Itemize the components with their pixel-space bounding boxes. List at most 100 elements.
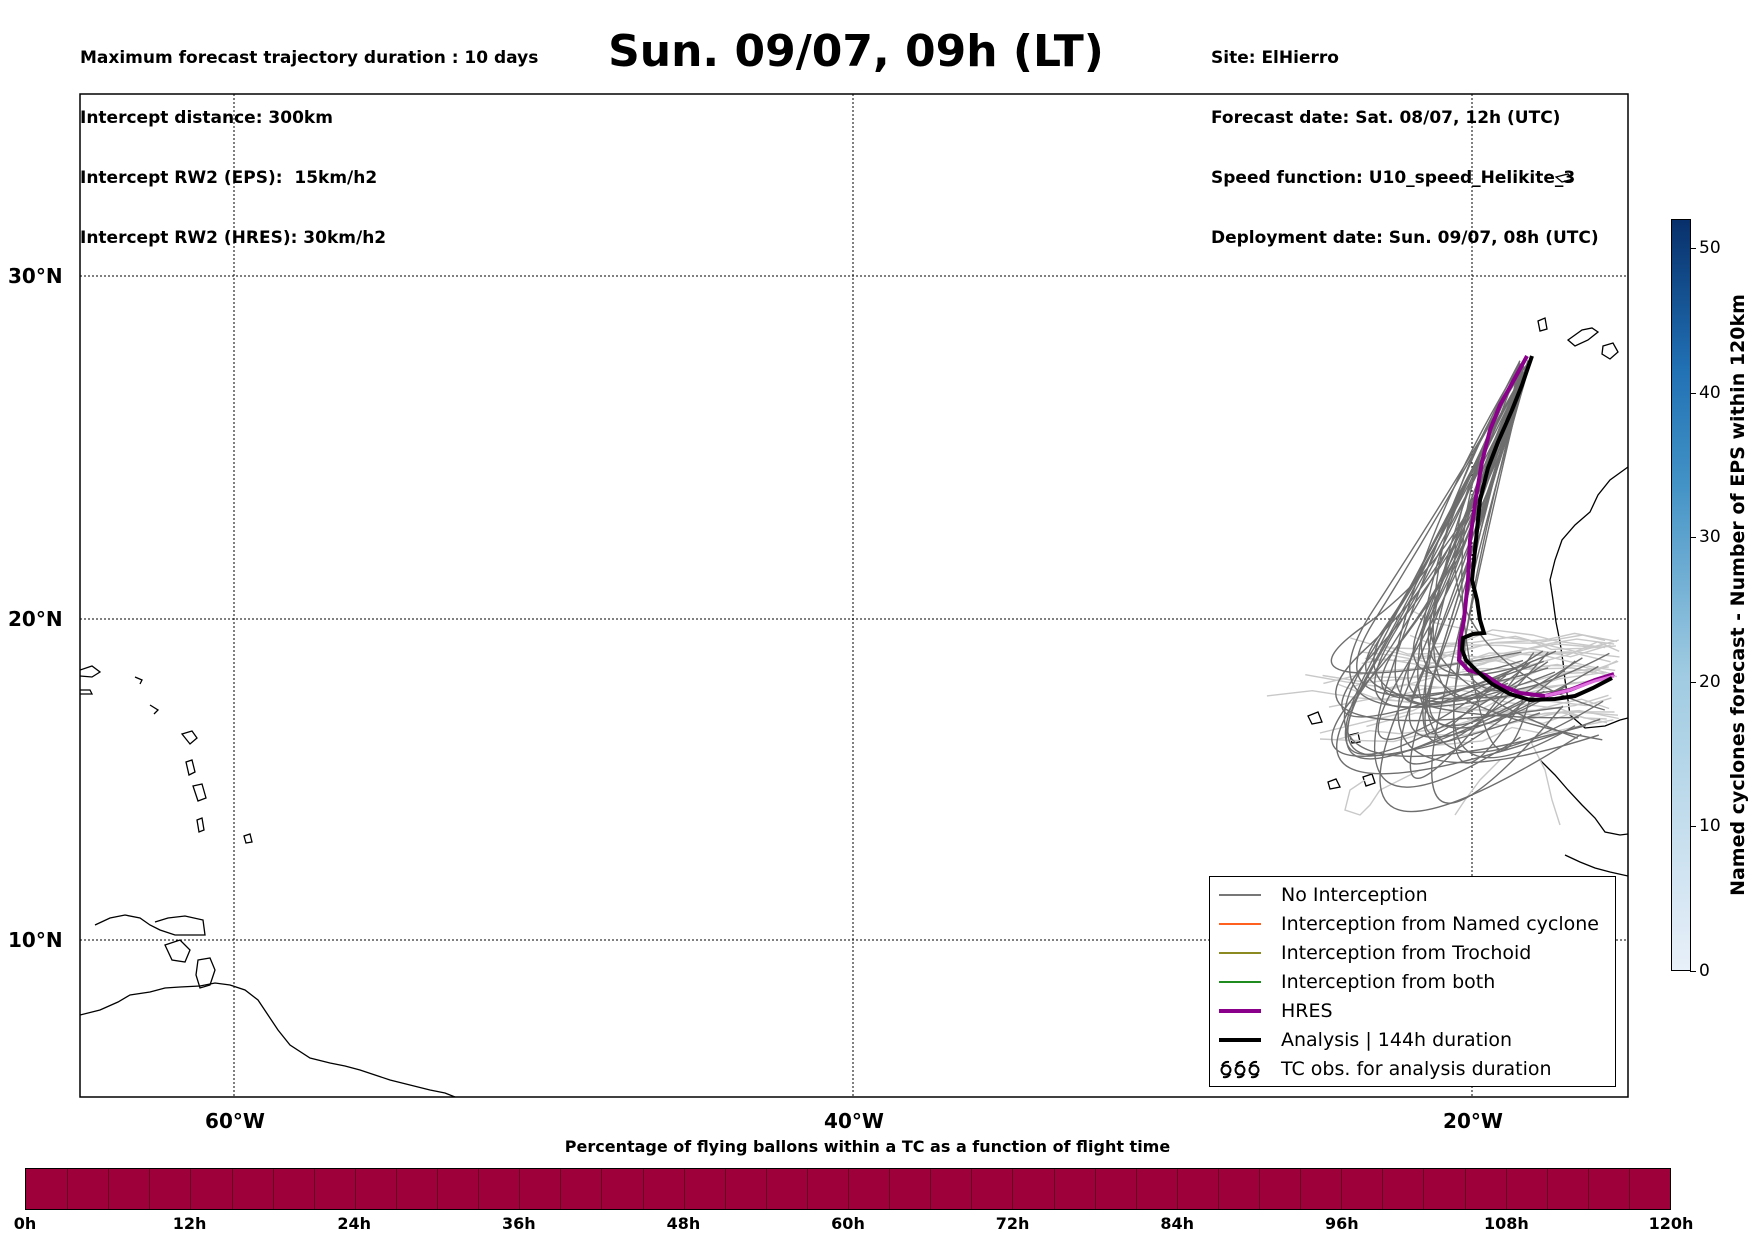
- island-antilles-d: [149, 704, 160, 715]
- island-antilles-b: [80, 689, 94, 695]
- flight-bar-tick: [601, 1169, 603, 1209]
- eps-trajectories-no-interception: [1330, 360, 1610, 813]
- eps-track: [1331, 371, 1541, 757]
- colorbar-tick: [1690, 971, 1696, 972]
- flight-percentage-bar: [25, 1168, 1671, 1210]
- flight-bar-tick-label: 96h: [1324, 1214, 1359, 1233]
- colorbar-tick-label: 10: [1699, 816, 1721, 837]
- flight-bar-tick: [1505, 1169, 1507, 1209]
- legend-label: Analysis | 144h duration: [1281, 1029, 1513, 1051]
- legend-label: Interception from Trochoid: [1281, 942, 1532, 964]
- colorbar-tick: [1690, 247, 1696, 249]
- eps-track-light: [1379, 632, 1618, 659]
- eps-track-light: [1462, 638, 1615, 671]
- coastline-africa-south: [1564, 854, 1628, 877]
- island-canary-b: [1566, 327, 1600, 347]
- eps-track-light: [1361, 652, 1616, 672]
- eps-track-light: [1380, 641, 1620, 668]
- lat-label-10n: 10°N: [8, 928, 63, 952]
- eps-track-light: [1454, 759, 1501, 816]
- flight-bar-tick-label: 24h: [337, 1214, 372, 1233]
- eps-track-light: [1529, 739, 1561, 826]
- flight-bar-tick: [848, 1169, 849, 1209]
- flight-bar-tick: [1012, 1169, 1014, 1209]
- lon-label-60w: 60°W: [205, 1109, 265, 1133]
- flight-bar-tick-label: 0h: [13, 1214, 37, 1233]
- flight-bar-tick-label: 60h: [831, 1214, 865, 1233]
- analysis-track: [1459, 355, 1613, 703]
- flight-bar-tick: [642, 1169, 644, 1209]
- colorbar-tick-label: 0: [1699, 961, 1710, 981]
- legend-item-both: Interception from both: [1218, 968, 1495, 996]
- flight-bar-tick: [683, 1169, 685, 1209]
- eps-track: [1356, 371, 1549, 697]
- colorbar-tick: [1690, 681, 1696, 683]
- flight-bar-tick: [519, 1169, 521, 1209]
- island-cape-verde-c: [1327, 778, 1341, 790]
- map-frame: [79, 93, 1629, 1098]
- flight-bar-tick-label: 36h: [501, 1214, 536, 1233]
- legend-label: Interception from Named cyclone: [1281, 913, 1599, 935]
- eps-track: [1394, 365, 1544, 705]
- legend-label: TC obs. for analysis duration: [1281, 1058, 1552, 1080]
- colorbar-tick-label: 30: [1699, 527, 1721, 548]
- lat-label-20n: 20°N: [8, 607, 63, 631]
- eps-track: [1336, 364, 1601, 775]
- eps-track: [1349, 369, 1522, 708]
- flight-bar-tick: [67, 1169, 69, 1209]
- flight-bar-tick: [354, 1169, 356, 1209]
- island-st-lucia: [196, 817, 205, 833]
- island-canary-a: [1537, 317, 1548, 332]
- coastline-africa: [1549, 466, 1628, 729]
- flight-bar-tick-label: 108h: [1483, 1214, 1529, 1233]
- tc-symbol-icon: [1218, 1055, 1262, 1083]
- island-trinidad: [195, 957, 216, 989]
- flight-bar-tick: [1300, 1169, 1302, 1209]
- legend-swatch: [1218, 910, 1262, 938]
- flight-bar-tick: [765, 1169, 767, 1209]
- info-line: Maximum forecast trajectory duration : 1…: [80, 48, 539, 68]
- info-line: Site: ElHierro: [1211, 48, 1339, 68]
- coastline-venezuela: [94, 914, 206, 936]
- flight-bar-tick: [478, 1169, 480, 1209]
- flight-bar-tick-label: 72h: [995, 1214, 1030, 1233]
- flight-bar-tick: [1217, 1169, 1219, 1209]
- legend-label: Interception from both: [1281, 971, 1496, 993]
- flight-bar-tick: [1341, 1169, 1343, 1209]
- flight-bar-tick: [272, 1169, 274, 1209]
- eps-track: [1427, 373, 1525, 676]
- coastlines: [80, 173, 1628, 1097]
- legend-swatch: [1218, 968, 1262, 996]
- legend-swatch: [1218, 939, 1262, 967]
- flight-bar-tick: [1135, 1169, 1137, 1209]
- flight-bar-tick: [1628, 1169, 1630, 1209]
- legend-swatch: [1218, 1026, 1262, 1054]
- eps-track: [1424, 366, 1525, 735]
- island-canary-c: [1601, 342, 1619, 360]
- info-line: Speed function: U10_speed_Helikite_3: [1211, 168, 1576, 188]
- eps-track: [1453, 360, 1576, 759]
- flight-bar-tick: [930, 1169, 932, 1209]
- island-barbados: [243, 833, 253, 844]
- eps-track-light: [1322, 643, 1607, 684]
- island-antilles-c: [134, 676, 143, 685]
- flight-bar-tick: [806, 1169, 808, 1209]
- header-info-left: Maximum forecast trajectory duration : 1…: [80, 8, 538, 268]
- flight-bar-tick: [313, 1169, 315, 1209]
- named-cyclones-colorbar: [1671, 219, 1691, 971]
- eps-track-light: [1409, 634, 1620, 658]
- colorbar-tick-label: 20: [1699, 671, 1721, 692]
- colorbar-tick-label: 50: [1699, 237, 1721, 258]
- flight-bar-tick: [1587, 1169, 1589, 1209]
- legend-swatch: [1218, 881, 1262, 909]
- flight-bar-tick: [1259, 1169, 1260, 1209]
- eps-track-light: [1413, 611, 1616, 651]
- eps-track-light: [1266, 666, 1609, 706]
- flight-bar-tick: [1423, 1169, 1425, 1209]
- flight-bar-tick: [395, 1169, 397, 1209]
- info-line: Intercept RW2 (EPS): 15km/h2: [80, 168, 378, 188]
- flight-bar-title: Percentage of flying ballons within a TC…: [564, 1137, 1171, 1156]
- eps-track: [1373, 361, 1521, 788]
- island-dominica: [185, 759, 196, 776]
